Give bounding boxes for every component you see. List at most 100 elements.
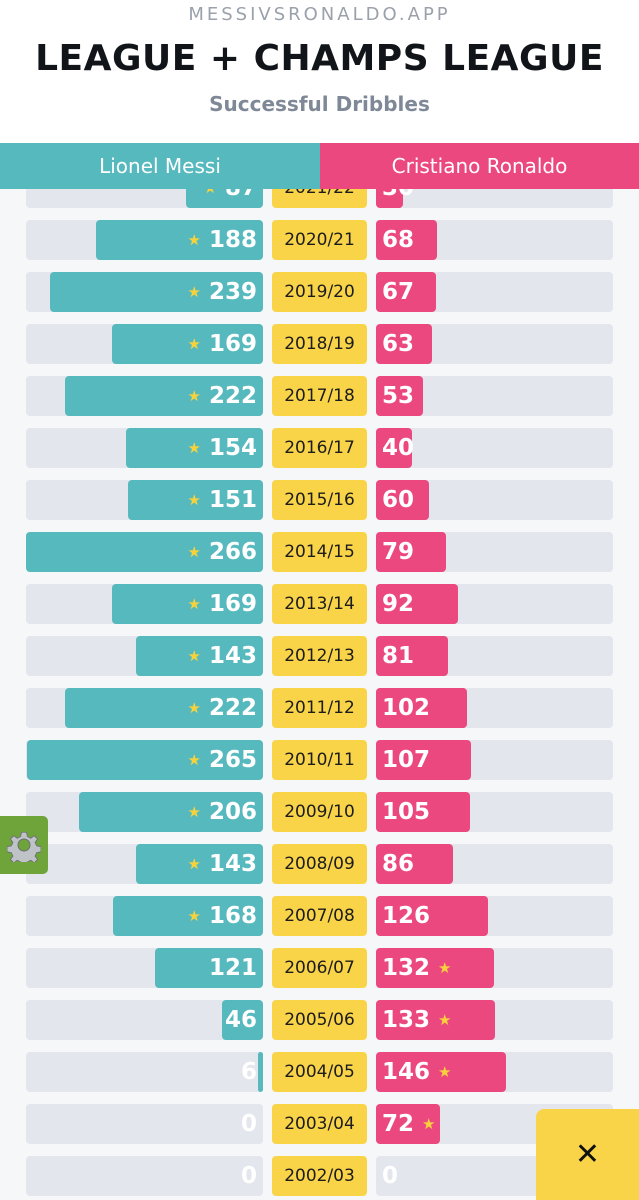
player-header: Lionel Messi Cristiano Ronaldo <box>0 143 639 189</box>
messi-value: ★ 168 <box>188 896 257 936</box>
ronaldo-track <box>376 428 613 468</box>
messi-value-text: 143 <box>208 851 257 877</box>
season-row: 0 72 ★ 2003/04 <box>0 1104 639 1144</box>
ronaldo-value-text: 30 <box>382 189 414 201</box>
season-label: 2015/16 <box>272 480 367 520</box>
ronaldo-value-text: 40 <box>382 435 415 461</box>
season-row: ★ 168 126 2007/08 <box>0 896 639 936</box>
ronaldo-value-text: 0 <box>382 1163 399 1189</box>
ronaldo-value: 133 ★ <box>382 1000 451 1040</box>
ronaldo-bar <box>376 636 449 676</box>
star-icon: ★ <box>187 439 201 457</box>
season-row: ★ 266 79 2014/15 <box>0 532 639 572</box>
close-icon: ✕ <box>574 1137 601 1172</box>
messi-value: ★ 154 <box>188 428 257 468</box>
messi-bar <box>125 428 263 468</box>
star-icon: ★ <box>187 699 201 717</box>
ronaldo-value-text: 53 <box>382 383 415 409</box>
messi-value-text: 6 <box>240 1059 257 1085</box>
messi-value-text: 265 <box>208 747 257 773</box>
season-row: ★ 222 102 2011/12 <box>0 688 639 728</box>
season-label: 2013/14 <box>272 584 367 624</box>
season-label: 2003/04 <box>272 1104 367 1144</box>
settings-button[interactable] <box>0 816 48 874</box>
star-icon: ★ <box>187 907 201 925</box>
messi-value: ★ 206 <box>188 792 257 832</box>
ronaldo-value: 81 <box>382 636 414 676</box>
close-button[interactable]: ✕ <box>536 1109 639 1200</box>
season-row: ★ 169 92 2013/14 <box>0 584 639 624</box>
ronaldo-value-text: 107 <box>382 747 431 773</box>
messi-value-text: 169 <box>208 331 257 357</box>
messi-value: ★ 143 <box>188 636 257 676</box>
messi-value-text: 168 <box>208 903 257 929</box>
season-row: 121 132 ★ 2006/07 <box>0 948 639 988</box>
messi-value: ★ 266 <box>188 532 257 572</box>
season-row: 0 0 2002/03 <box>0 1156 639 1196</box>
messi-value-text: 0 <box>240 1111 257 1137</box>
messi-bar <box>222 1000 263 1040</box>
stat-subtitle: Successful Dribbles <box>209 92 430 116</box>
messi-value-text: 151 <box>208 487 257 513</box>
messi-value-text: 154 <box>208 435 257 461</box>
ronaldo-bar <box>376 844 453 884</box>
season-label: 2012/13 <box>272 636 367 676</box>
ronaldo-value: 30 <box>382 189 414 208</box>
messi-value: ★ 188 <box>188 220 257 260</box>
ronaldo-value: 68 <box>382 220 414 260</box>
season-label: 2009/10 <box>272 792 367 832</box>
messi-bar <box>185 189 263 208</box>
ronaldo-bar <box>376 584 458 624</box>
messi-value-text: 121 <box>208 955 257 981</box>
season-row: ★ 265 107 2010/11 <box>0 740 639 780</box>
site-name[interactable]: MESSIVSRONALDO.APP <box>188 4 451 25</box>
season-row: ★ 87 30 2021/22 <box>0 189 639 208</box>
ronaldo-bar <box>376 324 433 364</box>
messi-bar <box>50 272 263 312</box>
messi-value-text: 222 <box>208 695 257 721</box>
messi-bar <box>26 532 263 572</box>
messi-bar <box>135 844 263 884</box>
ronaldo-value: 102 <box>382 688 430 728</box>
ronaldo-value: 105 <box>382 792 430 832</box>
season-label: 2018/19 <box>272 324 367 364</box>
messi-track <box>26 1104 263 1144</box>
messi-bar <box>95 220 263 260</box>
star-icon: ★ <box>438 959 452 977</box>
player-right-label: Cristiano Ronaldo <box>320 143 639 189</box>
messi-value-text: 0 <box>240 1163 257 1189</box>
messi-value-text: 46 <box>224 1007 257 1033</box>
season-row: ★ 222 53 2017/18 <box>0 376 639 416</box>
ronaldo-value: 146 ★ <box>382 1052 451 1092</box>
ronaldo-value: 72 ★ <box>382 1104 435 1144</box>
ronaldo-bar <box>376 948 494 988</box>
star-icon: ★ <box>187 647 201 665</box>
ronaldo-value: 86 <box>382 844 414 884</box>
season-label: 2010/11 <box>272 740 367 780</box>
ronaldo-value-text: 126 <box>382 903 431 929</box>
messi-bar <box>113 896 263 936</box>
messi-value: 46 <box>225 1000 257 1040</box>
ronaldo-bar <box>376 480 430 520</box>
ronaldo-value-text: 63 <box>382 331 415 357</box>
ronaldo-value-text: 132 <box>382 955 431 981</box>
star-icon: ★ <box>187 491 201 509</box>
season-label: 2005/06 <box>272 1000 367 1040</box>
messi-bar <box>26 740 263 780</box>
ronaldo-bar <box>376 792 470 832</box>
season-row: ★ 154 40 2016/17 <box>0 428 639 468</box>
messi-bar <box>112 324 263 364</box>
ronaldo-value-text: 146 <box>382 1059 431 1085</box>
gear-icon <box>7 831 41 862</box>
messi-value: ★ 222 <box>188 376 257 416</box>
season-label: 2020/21 <box>272 220 367 260</box>
ronaldo-bar <box>376 1052 507 1092</box>
messi-value-text: 239 <box>208 279 257 305</box>
messi-value: 121 <box>209 948 257 988</box>
season-label: 2017/18 <box>272 376 367 416</box>
messi-value: ★ 169 <box>188 324 257 364</box>
ronaldo-value-text: 92 <box>382 591 415 617</box>
ronaldo-value: 107 <box>382 740 430 780</box>
page-title: LEAGUE + CHAMPS LEAGUE <box>35 38 604 79</box>
ronaldo-value-text: 133 <box>382 1007 431 1033</box>
